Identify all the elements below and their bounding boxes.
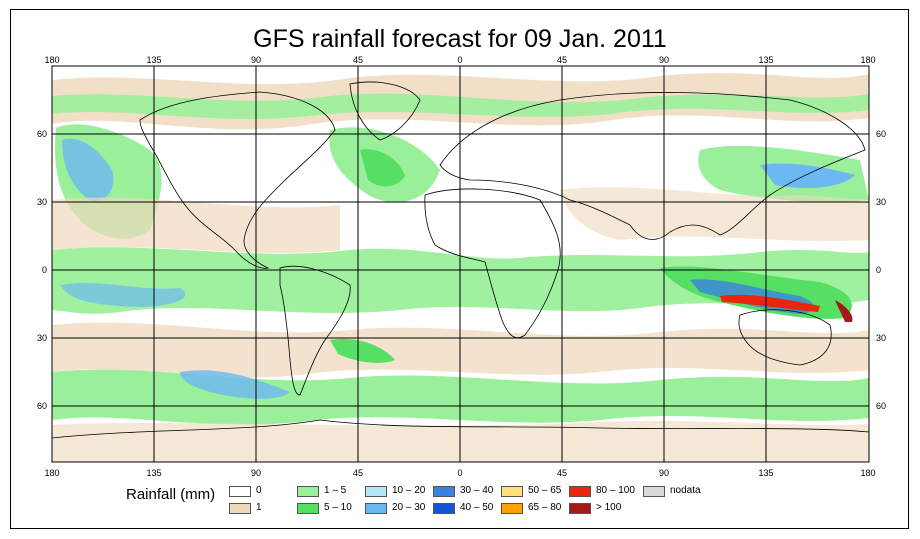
lon-tick: 45 — [557, 55, 567, 65]
lon-tick: 180 — [44, 468, 59, 478]
lon-tick: 90 — [251, 55, 261, 65]
lon-tick: 90 — [659, 55, 669, 65]
legend-label: 5 – 10 — [324, 502, 352, 513]
legend-label: 65 – 80 — [528, 502, 562, 513]
legend-label: 40 – 50 — [460, 502, 494, 513]
lat-tick: 30 — [876, 333, 886, 343]
lon-tick: 45 — [353, 55, 363, 65]
lon-tick: 0 — [457, 468, 462, 478]
legend-swatch — [501, 486, 523, 497]
legend-swatch — [501, 503, 523, 514]
legend-label: 1 — [256, 502, 262, 513]
lat-tick: 30 — [37, 197, 47, 207]
legend-label: 50 – 65 — [528, 485, 562, 496]
lat-ticks-right: 60 30 0 30 60 — [876, 129, 886, 411]
lon-tick: 135 — [758, 55, 773, 65]
legend-swatch — [433, 503, 455, 514]
lat-tick: 30 — [876, 197, 886, 207]
legend-label: 0 — [256, 485, 262, 496]
legend-label: 80 – 100 — [596, 485, 635, 496]
legend-swatch — [569, 486, 591, 497]
legend-swatch — [433, 486, 455, 497]
lat-tick: 30 — [37, 333, 47, 343]
lon-tick: 135 — [146, 55, 161, 65]
lon-ticks-top: 180 135 90 45 0 45 90 135 180 — [44, 55, 875, 65]
legend-label: 10 – 20 — [392, 485, 426, 496]
lat-tick: 60 — [37, 129, 47, 139]
lon-tick: 90 — [659, 468, 669, 478]
legend-swatch — [365, 503, 387, 514]
lat-tick: 0 — [42, 265, 47, 275]
legend-label: 30 – 40 — [460, 485, 494, 496]
lon-tick: 0 — [457, 55, 462, 65]
legend-label: nodata — [670, 485, 701, 496]
legend-swatch — [297, 486, 319, 497]
lon-tick: 180 — [860, 468, 875, 478]
lat-tick: 60 — [876, 129, 886, 139]
continent-outlines — [52, 81, 869, 439]
lon-tick: 180 — [44, 55, 59, 65]
lat-tick: 0 — [876, 265, 881, 275]
lon-tick: 135 — [758, 468, 773, 478]
lat-tick: 60 — [876, 401, 886, 411]
lon-tick: 135 — [146, 468, 161, 478]
graticule — [52, 66, 869, 462]
legend-swatch — [365, 486, 387, 497]
lon-ticks-bottom: 180 135 90 45 0 45 90 135 180 — [44, 468, 875, 478]
map-title: GFS rainfall forecast for 09 Jan. 2011 — [253, 25, 667, 53]
legend-label: 20 – 30 — [392, 502, 426, 513]
legend-swatch — [569, 503, 591, 514]
legend-swatch — [229, 503, 251, 514]
legend-swatch — [297, 503, 319, 514]
legend-label: 1 – 5 — [324, 485, 347, 496]
legend-label: > 100 — [596, 502, 622, 513]
lon-tick: 180 — [860, 55, 875, 65]
lat-ticks-left: 60 30 0 30 60 — [37, 129, 47, 411]
legend-swatch — [229, 486, 251, 497]
lat-tick: 60 — [37, 401, 47, 411]
lon-tick: 90 — [251, 468, 261, 478]
legend-swatch — [643, 486, 665, 497]
lon-tick: 45 — [557, 468, 567, 478]
map-border — [51, 65, 870, 463]
legend-title: Rainfall (mm) — [126, 486, 216, 503]
lon-tick: 45 — [353, 468, 363, 478]
